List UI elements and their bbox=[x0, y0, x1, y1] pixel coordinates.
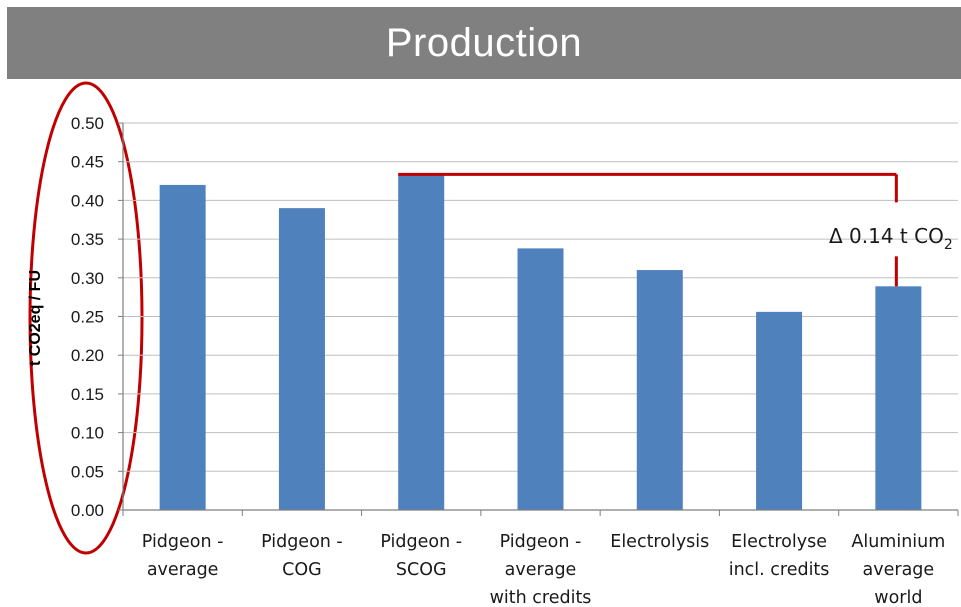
bar bbox=[517, 248, 564, 510]
x-category-label: Pidgeon -average with credits bbox=[490, 532, 592, 607]
y-tick-label: 0.00 bbox=[71, 501, 104, 520]
x-category-labels: Pidgeon -average Pidgeon -COG Pidgeon -SCO… bbox=[142, 532, 946, 607]
axes bbox=[122, 123, 959, 516]
annotation-label: Δ 0.14 t CO2 bbox=[829, 224, 953, 253]
y-tick-label: 0.20 bbox=[71, 346, 104, 365]
y-tick-label: 0.25 bbox=[71, 308, 104, 327]
y-axis-label: t CO2eq / FU bbox=[27, 270, 44, 366]
x-category-label: Pidgeon -average bbox=[142, 532, 224, 580]
y-tick-label: 0.30 bbox=[71, 269, 104, 288]
chart-title: Production bbox=[385, 20, 583, 65]
y-tick-label: 0.50 bbox=[71, 114, 104, 133]
x-category-label: Electrolysis bbox=[610, 532, 709, 552]
bars bbox=[159, 174, 922, 511]
y-tick-label: 0.45 bbox=[71, 153, 104, 172]
bar bbox=[398, 174, 445, 510]
bar bbox=[636, 270, 683, 510]
y-tick-label: 0.10 bbox=[71, 424, 104, 443]
title-banner: Production bbox=[7, 7, 961, 79]
x-category-label: Pidgeon -SCOG bbox=[380, 532, 462, 580]
bar bbox=[875, 286, 922, 510]
bar bbox=[756, 311, 803, 510]
x-category-label: Electrolyse incl. credits bbox=[729, 532, 830, 580]
bar bbox=[278, 208, 325, 510]
ylabel-highlight-ellipse bbox=[28, 81, 144, 555]
difference-annotation: Δ 0.14 t CO2 bbox=[398, 172, 953, 287]
y-tick-label: 0.40 bbox=[71, 191, 104, 210]
x-category-label: Pidgeon -COG bbox=[261, 532, 343, 580]
y-tick-label: 0.35 bbox=[71, 230, 104, 249]
y-tick-label: 0.15 bbox=[71, 385, 104, 404]
x-category-label: Aluminium average world bbox=[851, 532, 945, 607]
y-tick-label: 0.05 bbox=[71, 462, 104, 481]
bar bbox=[159, 184, 206, 511]
y-tick-labels: 0.00 0.05 0.10 0.15 0.20 0.25 0.30 0.35 0.40 0.45… bbox=[71, 114, 123, 520]
